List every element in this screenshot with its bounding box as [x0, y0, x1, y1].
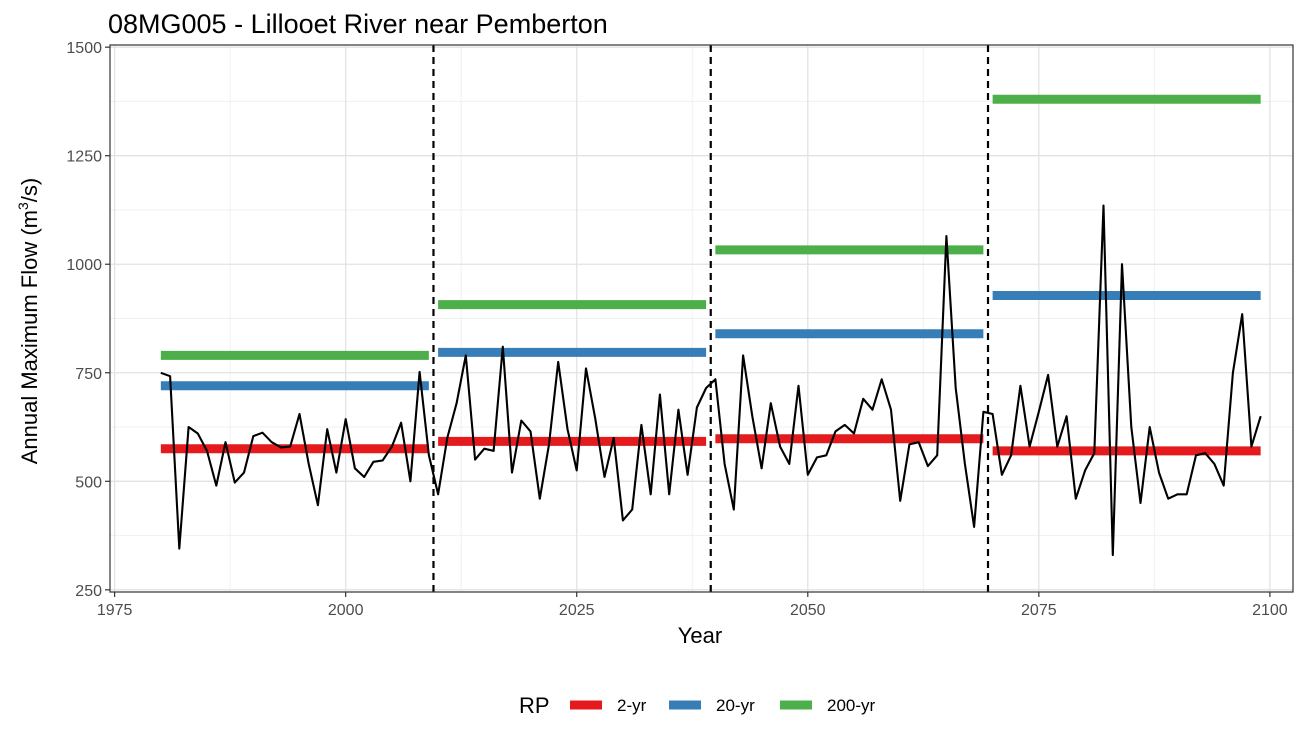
legend: RP 2-yr 20-yr 200-yr	[519, 693, 876, 718]
y-tick-label: 500	[75, 474, 102, 491]
legend-label-20-yr: 20-yr	[716, 696, 755, 715]
x-tick-label: 2100	[1252, 602, 1288, 619]
x-tick-label: 1975	[97, 602, 133, 619]
x-axis-title: Year	[678, 623, 722, 648]
grid-major	[110, 45, 1293, 592]
x-tick-label: 2000	[328, 602, 364, 619]
y-axis-ticks: 250 500 750 1000 1250 1500	[66, 40, 110, 600]
y-tick-label: 1250	[66, 149, 102, 166]
y-tick-label: 750	[75, 366, 102, 383]
return-period-lines	[160, 94, 1261, 456]
y-tick-label: 250	[75, 583, 102, 600]
panel-border	[109, 44, 1294, 593]
legend-label-2-yr: 2-yr	[617, 696, 647, 715]
chart-title: 08MG005 - Lillooet River near Pemberton	[108, 9, 608, 39]
y-axis-title: Annual Maximum Flow (m3/s)	[15, 178, 42, 465]
x-axis-ticks: 1975 2000 2025 2050 2075 2100	[97, 592, 1288, 619]
x-tick-label: 2075	[1021, 602, 1057, 619]
x-tick-label: 2050	[790, 602, 826, 619]
legend-title: RP	[519, 693, 550, 718]
legend-label-200-yr: 200-yr	[827, 696, 876, 715]
x-tick-label: 2025	[559, 602, 595, 619]
plot-area	[109, 44, 1294, 593]
y-tick-label: 1000	[66, 257, 102, 274]
y-tick-label: 1500	[66, 40, 102, 57]
